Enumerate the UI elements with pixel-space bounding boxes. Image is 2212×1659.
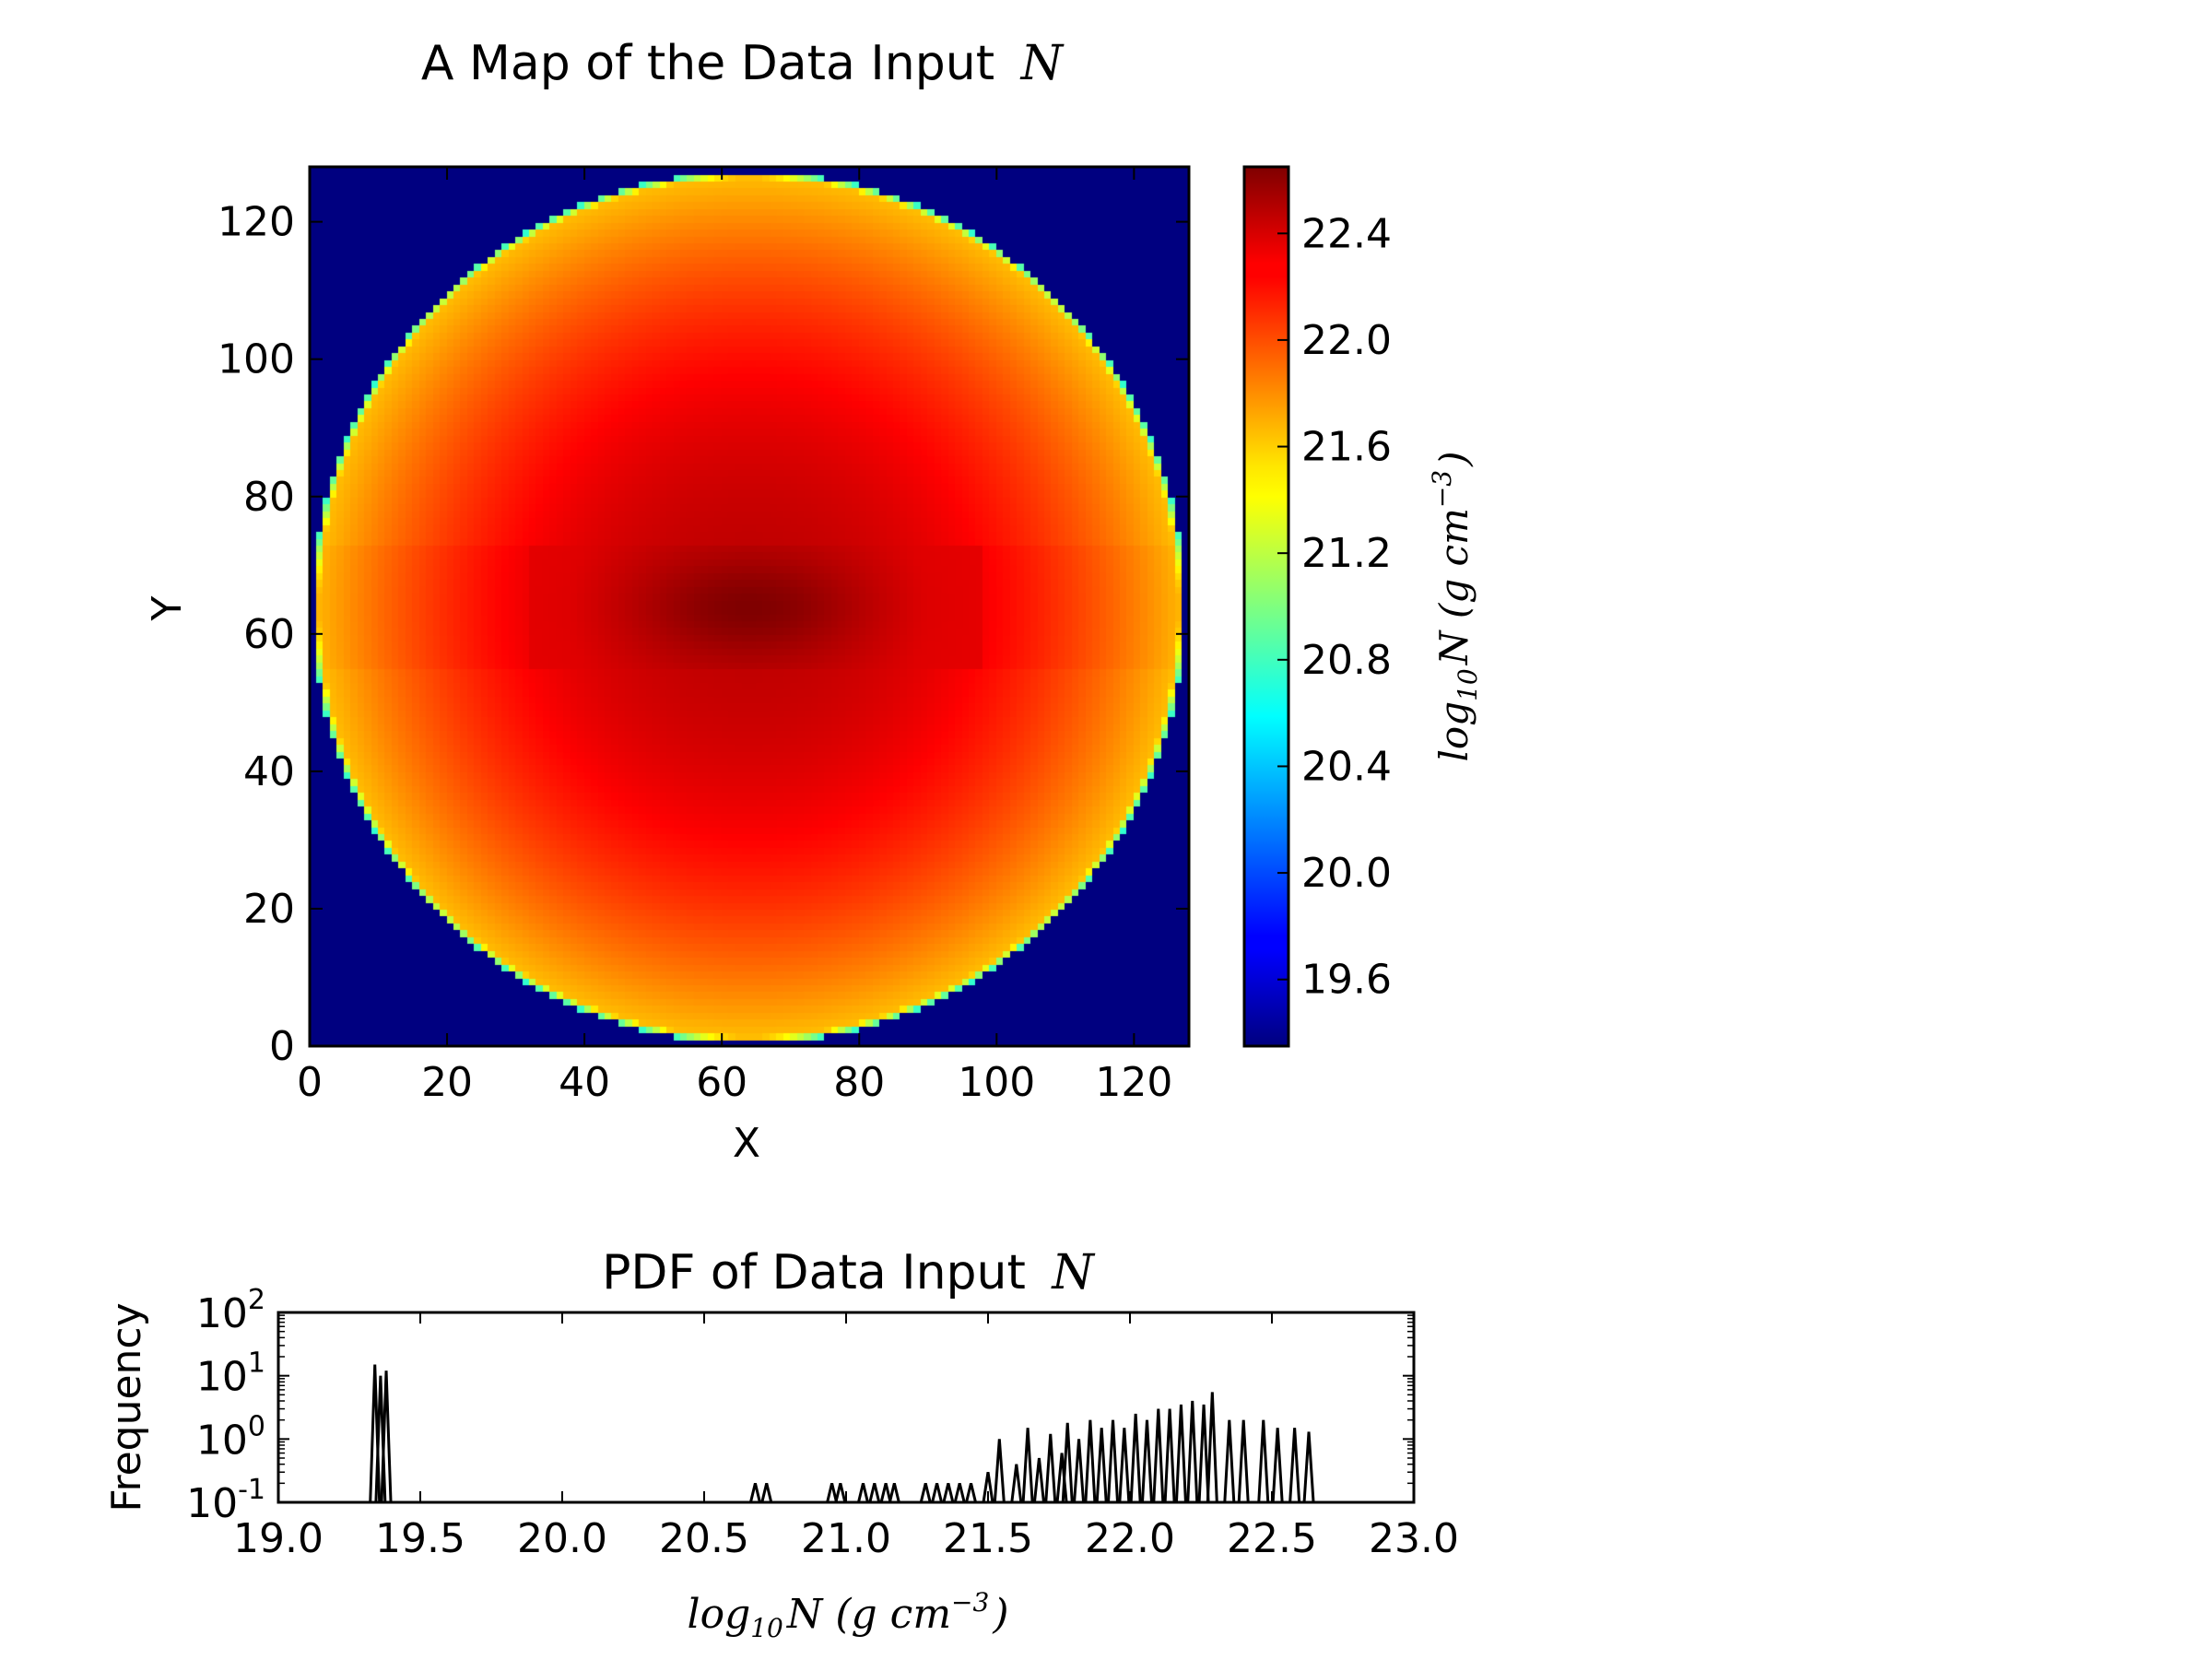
histogram-bar [826,1482,839,1503]
heatmap-axes-frame [308,165,1191,1048]
histogram-panel: PDF of Data Input N 19.0 19.5 20.0 20.5 21.0… [103,1245,1459,1643]
histogram-bar [1073,1439,1086,1503]
histogram-bar [1061,1422,1074,1503]
histogram-bar [1032,1457,1045,1503]
histogram-bar [760,1482,773,1503]
histogram-bar [982,1472,994,1503]
histogram-axes-frame [276,1311,1416,1504]
colorbar-tick-label: 20.0 [1301,850,1392,897]
colorbar-tick-label: 22.4 [1301,210,1392,257]
heatmap-x-label: X [733,1120,760,1167]
histogram-x-label: log10N (g cm−3) [688,1587,1009,1643]
heatmap-x-tick-label: 100 [958,1059,1035,1106]
histogram-bar [942,1482,955,1503]
histogram-bar [1152,1408,1165,1503]
histogram-x-ticks: 19.0 19.5 20.0 20.5 21.0 21.5 22.0 22.5 23.0 [233,1312,1459,1562]
histogram-bar [1257,1419,1270,1503]
histogram-bar [919,1482,932,1503]
histogram-bar [1129,1413,1142,1503]
histogram-x-tick-label: 22.0 [1085,1515,1175,1562]
histogram-y-tick-label: 100 [196,1410,265,1464]
histogram-y-tick-label: 101 [196,1347,265,1401]
heatmap-x-tick-label: 20 [421,1059,473,1106]
histogram-bar [1237,1419,1250,1503]
heatmap-x-tick-label: 40 [559,1059,610,1106]
colorbar-tick-label: 20.4 [1301,743,1392,790]
histogram-title: PDF of Data Input N [602,1245,1095,1300]
heatmap-y-tick-label: 120 [218,199,295,246]
histogram-bar [1197,1404,1210,1503]
histogram-bar [748,1482,761,1503]
histogram-x-tick-label: 23.0 [1369,1515,1459,1562]
heatmap-y-label: Y [144,595,191,621]
histogram-bar [834,1482,847,1503]
histogram-x-tick-label: 19.5 [375,1515,465,1562]
colorbar-gradient [1242,165,1290,1048]
histogram-y-tick-label: 102 [196,1284,265,1337]
histogram-x-tick-label: 20.0 [517,1515,607,1562]
histogram-bar [1010,1464,1023,1503]
heatmap-y-tick-label: 20 [243,886,295,933]
histogram-x-tick-label: 21.0 [801,1515,891,1562]
histogram-bar [1107,1419,1120,1503]
histogram-bar [1302,1431,1315,1503]
heatmap-title: A Map of the Data Input N [421,36,1065,91]
histogram-x-tick-label: 19.0 [233,1515,324,1562]
histogram-bar [1223,1419,1236,1503]
colorbar-tick-label: 21.2 [1301,530,1392,577]
histogram-y-tick-label: 10-1 [186,1474,265,1527]
histogram-x-tick-label: 21.5 [943,1515,1033,1562]
heatmap-y-tick-label: 0 [269,1023,295,1070]
histogram-bar [857,1482,869,1503]
heatmap-y-tick-label: 100 [218,336,295,383]
heatmap-panel: A Map of the Data Input N 0 20 40 60 80 100 12… [144,36,1191,1167]
heatmap-x-tick-label: 60 [696,1059,747,1106]
histogram-bar [1095,1428,1108,1503]
histogram-bar [1163,1408,1176,1503]
colorbar: 19.6 20.0 20.4 20.8 21.2 21.6 22.0 22.4 log10N … [1242,165,1483,1048]
histogram-bar [1140,1419,1153,1503]
colorbar-tick-label: 21.6 [1301,424,1392,471]
histogram-bar [965,1482,977,1503]
heatmap-image [310,167,1189,1046]
heatmap-x-tick-label: 80 [833,1059,885,1106]
histogram-bar [953,1482,966,1503]
heatmap-x-ticks: 0 20 40 60 80 100 120 [297,167,1172,1106]
heatmap-y-tick-label: 80 [243,474,295,521]
heatmap-image-frame [310,167,1189,1046]
histogram-bar [868,1482,881,1503]
colorbar-label: log10N (g cm−3) [1427,452,1483,762]
colorbar-tick-label: 19.6 [1301,957,1392,1004]
histogram-y-label: Frequency [103,1302,150,1512]
histogram-bar [1084,1419,1097,1503]
histogram-bar [380,1371,393,1503]
histogram-bar [1021,1428,1034,1503]
histogram-bar [879,1482,892,1503]
histogram-bar [1288,1428,1301,1503]
histogram-bar [1206,1392,1218,1503]
heatmap-y-tick-label: 60 [243,611,295,658]
histogram-bar [1118,1428,1131,1503]
heatmap-y-ticks: 0 20 40 60 80 100 120 [218,199,1189,1070]
histogram-bar [1271,1428,1284,1503]
heatmap-x-tick-label: 120 [1095,1059,1172,1106]
histogram-bar [931,1482,944,1503]
colorbar-tick-label: 20.8 [1301,637,1392,684]
histogram-bar [1044,1433,1057,1503]
colorbar-ticks: 19.6 20.0 20.4 20.8 21.2 21.6 22.0 22.4 [1277,210,1392,1004]
histogram-bar [888,1482,900,1503]
colorbar-tick-label: 22.0 [1301,317,1392,364]
histogram-x-tick-label: 22.5 [1227,1515,1317,1562]
heatmap-y-tick-label: 40 [243,748,295,795]
heatmap-x-tick-label: 0 [297,1059,323,1106]
histogram-bars [369,1364,1315,1503]
histogram-y-ticks: 10-1 100 101 102 [186,1284,1414,1527]
histogram-x-tick-label: 20.5 [659,1515,749,1562]
histogram-bar [993,1439,1006,1503]
histogram-bar [1186,1400,1199,1503]
histogram-bar [1174,1404,1187,1503]
